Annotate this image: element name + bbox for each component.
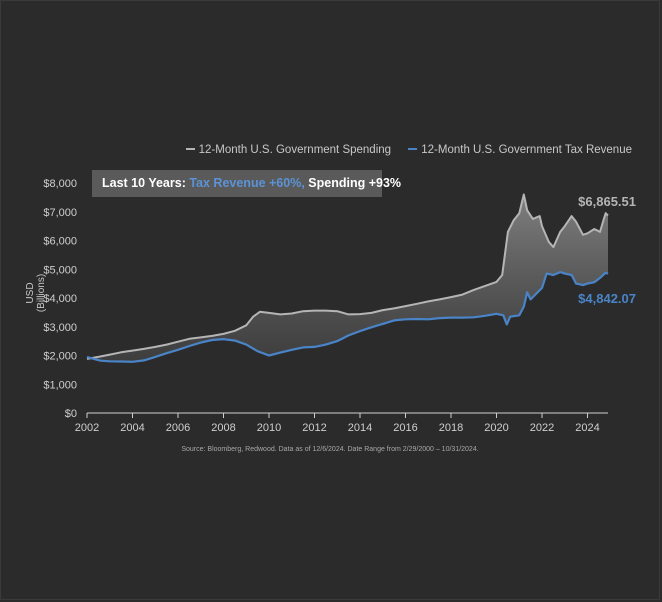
callout-box: Last 10 Years: Tax Revenue +60%, Spendin…	[92, 170, 401, 197]
y-tick-label: $6,000	[43, 236, 77, 248]
y-tick-label: $7,000	[43, 207, 77, 219]
tax-revenue-line	[86, 271, 609, 363]
legend-item-tax-revenue: 12-Month U.S. Government Tax Revenue	[408, 144, 632, 156]
callout-tax-revenue: Tax Revenue +60%,	[189, 176, 305, 190]
gap-area	[87, 194, 608, 362]
x-tick-label: 2016	[393, 422, 417, 434]
tax-revenue-end-label: $4,842.07	[578, 291, 636, 306]
legend-label-spending: 12-Month U.S. Government Spending	[198, 144, 392, 156]
y-tick-label: $4,000	[43, 293, 77, 305]
x-tick-label: 2010	[257, 422, 281, 434]
spending-line	[86, 193, 609, 360]
x-tick-label: 2024	[575, 422, 599, 434]
y-tick-label: $8,000	[43, 178, 77, 190]
chart-legend: 12-Month U.S. Government Spending 12-Mon…	[172, 144, 632, 156]
x-tick-label: 2006	[166, 422, 190, 434]
gap-shading	[87, 194, 608, 362]
source-note: Source: Bloomberg, Redwood. Data as of 1…	[181, 446, 479, 453]
x-axis: 2002 2004 2006 2008 2010 2012 2014 2016 2018 2020…	[75, 412, 608, 434]
spending-end-label: $6,865.51	[578, 194, 636, 209]
series-lines	[86, 193, 609, 363]
x-tick-label: 2014	[348, 422, 372, 434]
callout-spending: Spending +93%	[304, 176, 402, 190]
x-tick-label: 2022	[530, 422, 554, 434]
y-axis-ticks: $0 $1,000 $2,000 $3,000 $4,000 $5,000 $6,000 $7…	[43, 178, 77, 420]
x-tick-label: 2004	[120, 422, 144, 434]
y-tick-label: $3,000	[43, 322, 77, 334]
y-tick-label: $2,000	[43, 351, 77, 363]
end-labels: $6,865.51 $4,842.07	[578, 194, 636, 306]
y-tick-label: $0	[65, 408, 77, 420]
y-tick-label: $5,000	[43, 264, 77, 276]
legend-swatch-spending	[185, 147, 195, 150]
callout-prefix: Last 10 Years:	[102, 176, 190, 190]
legend-swatch-tax-revenue	[408, 147, 418, 150]
x-tick-label: 2020	[484, 422, 508, 434]
legend-label-tax-revenue: 12-Month U.S. Government Tax Revenue	[421, 144, 632, 156]
x-tick-label: 2018	[439, 422, 463, 434]
x-tick-label: 2008	[211, 422, 235, 434]
y-axis-title: USD (Billions)	[25, 273, 47, 313]
y-tick-label: $1,000	[43, 379, 77, 391]
x-tick-label: 2012	[302, 422, 326, 434]
x-tick-label: 2002	[75, 422, 99, 434]
legend-item-spending: 12-Month U.S. Government Spending	[185, 144, 392, 156]
chart-plot: $0 $1,000 $2,000 $3,000 $4,000 $5,000 $6,000 $7…	[43, 178, 636, 434]
